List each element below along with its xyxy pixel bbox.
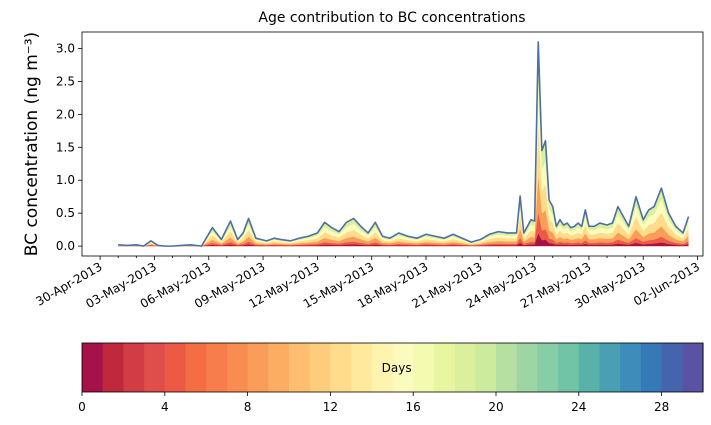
y-tick-label: 1.5 <box>56 140 75 154</box>
y-tick-label: 2.0 <box>56 107 75 121</box>
y-tick-label: 3.0 <box>56 41 75 55</box>
band-age-6-10 <box>118 176 689 247</box>
band-age-14-17 <box>118 82 689 247</box>
plot-area: 0.00.51.01.52.02.53.030-Apr-201303-May-2… <box>33 31 704 311</box>
colorbar-segment <box>82 343 104 392</box>
colorbar-segment <box>661 343 683 392</box>
colorbar-segment <box>309 343 331 392</box>
colorbar-tick-label: 0 <box>78 400 86 414</box>
series-line-total <box>118 41 690 247</box>
colorbar-segment <box>620 343 642 392</box>
y-tick-label: 2.5 <box>56 74 75 88</box>
y-tick-label: 0.0 <box>56 239 75 253</box>
colorbar-segment <box>268 343 290 392</box>
plot-frame <box>81 31 704 257</box>
colorbar-tick-label: 8 <box>244 400 252 414</box>
colorbar-segment <box>433 343 456 392</box>
colorbar-segment <box>496 343 518 392</box>
colorbar-segment <box>289 343 311 392</box>
colorbar-segment <box>682 343 704 392</box>
colorbar-segment <box>558 343 580 392</box>
colorbar-segment <box>123 343 145 392</box>
colorbar-tick-label: 4 <box>161 400 169 414</box>
band-age-2-6 <box>118 213 689 247</box>
colorbar-segment <box>599 343 621 392</box>
colorbar-segment <box>413 343 435 392</box>
colorbar-label: Days <box>382 361 412 375</box>
colorbar-tick-label: 16 <box>406 400 421 414</box>
colorbar-segment <box>392 343 414 392</box>
colorbar-tick-label: 24 <box>571 400 586 414</box>
y-tick-label: 0.5 <box>56 206 75 220</box>
colorbar-segment <box>102 343 124 392</box>
colorbar-segment <box>206 343 228 392</box>
colorbar-segment <box>537 343 559 392</box>
colorbar-segment <box>640 343 663 392</box>
colorbar-tick-label: 20 <box>488 400 503 414</box>
colorbar-segment <box>144 343 166 392</box>
band-age-17-20 <box>118 41 689 247</box>
colorbar-segment <box>578 343 601 392</box>
band-age-0-2 <box>118 233 689 247</box>
chart-title: Age contribution to BC concentrations <box>258 10 525 26</box>
colorbar-segment <box>516 343 538 392</box>
colorbar-segment <box>330 343 352 392</box>
colorbar-frame <box>81 342 704 393</box>
colorbar-segment <box>185 343 207 392</box>
y-axis-label: BC concentration (ng m⁻³) <box>22 32 42 256</box>
y-tick-label: 1.0 <box>56 173 75 187</box>
colorbar-segment <box>247 343 269 392</box>
colorbar-segment <box>226 343 249 392</box>
colorbar-tick-label: 28 <box>654 400 669 414</box>
colorbar-segment <box>164 343 187 392</box>
colorbar-segment <box>371 343 394 392</box>
colorbar: Days 0 4 8 12 16 20 24 28 <box>78 342 704 414</box>
colorbar-tick-label: 12 <box>323 400 338 414</box>
colorbar-segment <box>351 343 373 392</box>
colorbar-segment <box>475 343 497 392</box>
colorbar-segment <box>454 343 476 392</box>
